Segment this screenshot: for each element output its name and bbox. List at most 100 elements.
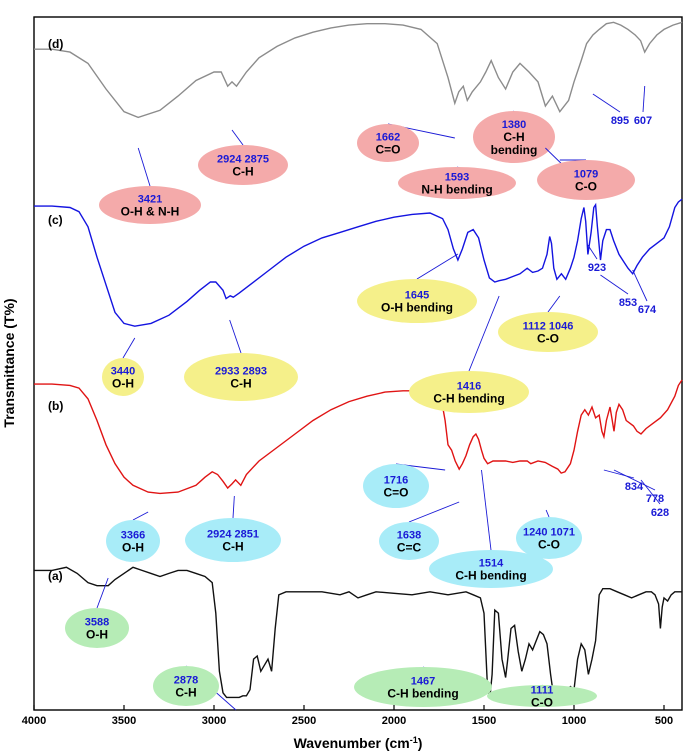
leader-line-b-1 xyxy=(232,495,235,519)
peak-wavenumber-c-2: 1645 xyxy=(405,290,429,302)
annotation-ellipse-d-1 xyxy=(198,145,288,185)
peak-assignment-a-2-0: C-H bending xyxy=(387,687,458,701)
panel-label-a: (a) xyxy=(48,569,63,583)
peak-assignment-d-0-0: O-H & N-H xyxy=(121,205,180,219)
peak-assignment-c-4-0: C-O xyxy=(537,332,559,346)
peak-wavenumber-d-7: 895 xyxy=(611,115,629,127)
x-tick-label-4000: 4000 xyxy=(22,715,46,727)
peak-wavenumber-b-7: 778 xyxy=(646,493,664,505)
peak-wavenumber-c-3: 1416 xyxy=(457,381,481,393)
annotation-ellipse-b-2 xyxy=(363,464,429,508)
x-axis-label-tail: ) xyxy=(418,735,423,751)
peak-assignment-a-1-0: C-H xyxy=(175,686,196,700)
peak-wavenumber-c-6: 853 xyxy=(619,297,637,309)
annotation-ellipse-d-4 xyxy=(473,111,555,163)
x-tick-label-3000: 3000 xyxy=(202,715,226,727)
leader-line-d-1 xyxy=(231,129,244,146)
peak-wavenumber-c-5: 923 xyxy=(588,262,606,274)
peak-assignment-d-1-0: C-H xyxy=(232,165,253,179)
annotation-ellipse-c-3 xyxy=(409,371,529,413)
peak-assignment-b-4-0: C-H bending xyxy=(455,569,526,583)
annotation-ellipse-b-0 xyxy=(106,520,160,562)
annotation-ellipse-c-1 xyxy=(184,353,298,401)
leader-line-c-0 xyxy=(122,337,136,359)
annotation-ellipse-a-1 xyxy=(153,666,219,706)
leader-line-d-0 xyxy=(137,147,151,187)
peak-wavenumber-c-7: 674 xyxy=(638,304,657,316)
peak-wavenumber-d-1: 2924 2875 xyxy=(217,154,269,166)
leader-line-c-1 xyxy=(229,319,242,354)
peak-wavenumber-b-4: 1514 xyxy=(479,558,504,570)
annotation-ellipse-c-2 xyxy=(357,279,477,323)
peak-assignment-a-3-0: C-O xyxy=(531,696,553,710)
annotation-ellipse-b-1 xyxy=(185,518,281,562)
x-tick-label-500: 500 xyxy=(655,715,673,727)
peak-wavenumber-b-1: 2924 2851 xyxy=(207,529,259,541)
peak-wavenumber-d-3: 1593 xyxy=(445,172,469,184)
plot-frame xyxy=(33,16,683,711)
peak-assignment-d-4-1: bending xyxy=(491,143,538,157)
leader-line-c-6 xyxy=(600,274,629,295)
peak-assignment-b-0-0: O-H xyxy=(122,541,144,555)
annotation-ellipse-a-0 xyxy=(65,608,129,648)
peak-wavenumber-b-8: 628 xyxy=(651,507,669,519)
panel-label-b: (b) xyxy=(48,399,63,413)
peak-wavenumber-a-0: 3588 xyxy=(85,617,109,629)
peak-assignment-d-2-0: C=O xyxy=(375,143,400,157)
peak-wavenumber-d-6: 1079 xyxy=(574,169,598,181)
spectrum-line-c xyxy=(34,198,683,327)
leader-line-b-4 xyxy=(481,469,492,551)
x-tick-label-2000: 2000 xyxy=(382,715,406,727)
y-axis-label: Transmittance (T%) xyxy=(1,298,17,427)
x-axis-label: Wavenumber (cm-1) xyxy=(294,735,423,751)
annotation-ellipse-d-3 xyxy=(398,167,516,199)
x-axis-label-sup: -1 xyxy=(410,735,418,745)
leader-line-b-0 xyxy=(132,511,149,521)
leader-line-c-4 xyxy=(547,295,561,313)
annotation-ellipse-b-5 xyxy=(516,517,582,559)
peak-wavenumber-c-0: 3440 xyxy=(111,366,135,378)
peak-assignment-c-2-0: O-H bending xyxy=(381,301,453,315)
leader-line-b-8 xyxy=(640,479,661,505)
leader-line-d-7 xyxy=(592,93,621,113)
x-axis-label-main: Wavenumber (cm xyxy=(294,735,410,751)
leader-line-b-6 xyxy=(603,469,635,479)
peak-assignment-b-1-0: C-H xyxy=(222,540,243,554)
annotation-ellipse-a-3 xyxy=(487,685,597,707)
peak-wavenumber-b-2: 1716 xyxy=(384,475,408,487)
peak-assignment-b-5-0: C-O xyxy=(538,538,560,552)
peak-assignment-c-0-0: O-H xyxy=(112,377,134,391)
x-tick-label-2500: 2500 xyxy=(292,715,316,727)
panel-label-c: (c) xyxy=(48,213,63,227)
leader-line-a-0 xyxy=(96,577,109,609)
annotation-ellipse-b-4 xyxy=(429,550,553,588)
peak-assignment-d-3-0: N-H bending xyxy=(421,183,492,197)
peak-wavenumber-b-5: 1240 1071 xyxy=(523,527,575,539)
annotation-ellipse-c-0 xyxy=(102,358,144,396)
leader-line-b-7 xyxy=(613,469,656,491)
leader-line-b-3 xyxy=(408,501,460,523)
annotation-ellipse-c-4 xyxy=(498,312,598,352)
leader-line-b-5 xyxy=(545,509,550,518)
leader-line-d-8 xyxy=(642,85,646,113)
peak-wavenumber-a-1: 2878 xyxy=(174,675,198,687)
peak-wavenumber-b-3: 1638 xyxy=(397,530,421,542)
spectrum-line-b xyxy=(34,379,683,495)
peak-wavenumber-d-2: 1662 xyxy=(376,132,400,144)
spectrum-line-a xyxy=(34,566,682,700)
peak-wavenumber-b-6: 834 xyxy=(625,481,644,493)
leader-line-c-7 xyxy=(632,269,648,302)
x-tick-label-3500: 3500 xyxy=(112,715,136,727)
peak-wavenumber-d-4: 1380 xyxy=(502,119,526,131)
peak-assignment-d-4-0: C-H xyxy=(503,130,524,144)
peak-assignment-d-6-0: C-O xyxy=(575,180,597,194)
peak-wavenumber-a-3: 1111 xyxy=(531,685,554,697)
peak-wavenumber-b-0: 3366 xyxy=(121,530,145,542)
peak-assignment-b-2-0: C=O xyxy=(383,486,408,500)
panel-label-d: (d) xyxy=(48,37,63,51)
peak-wavenumber-d-8: 607 xyxy=(634,115,652,127)
peak-assignment-c-3-0: C-H bending xyxy=(433,392,504,406)
leader-line-c-2 xyxy=(416,253,459,280)
